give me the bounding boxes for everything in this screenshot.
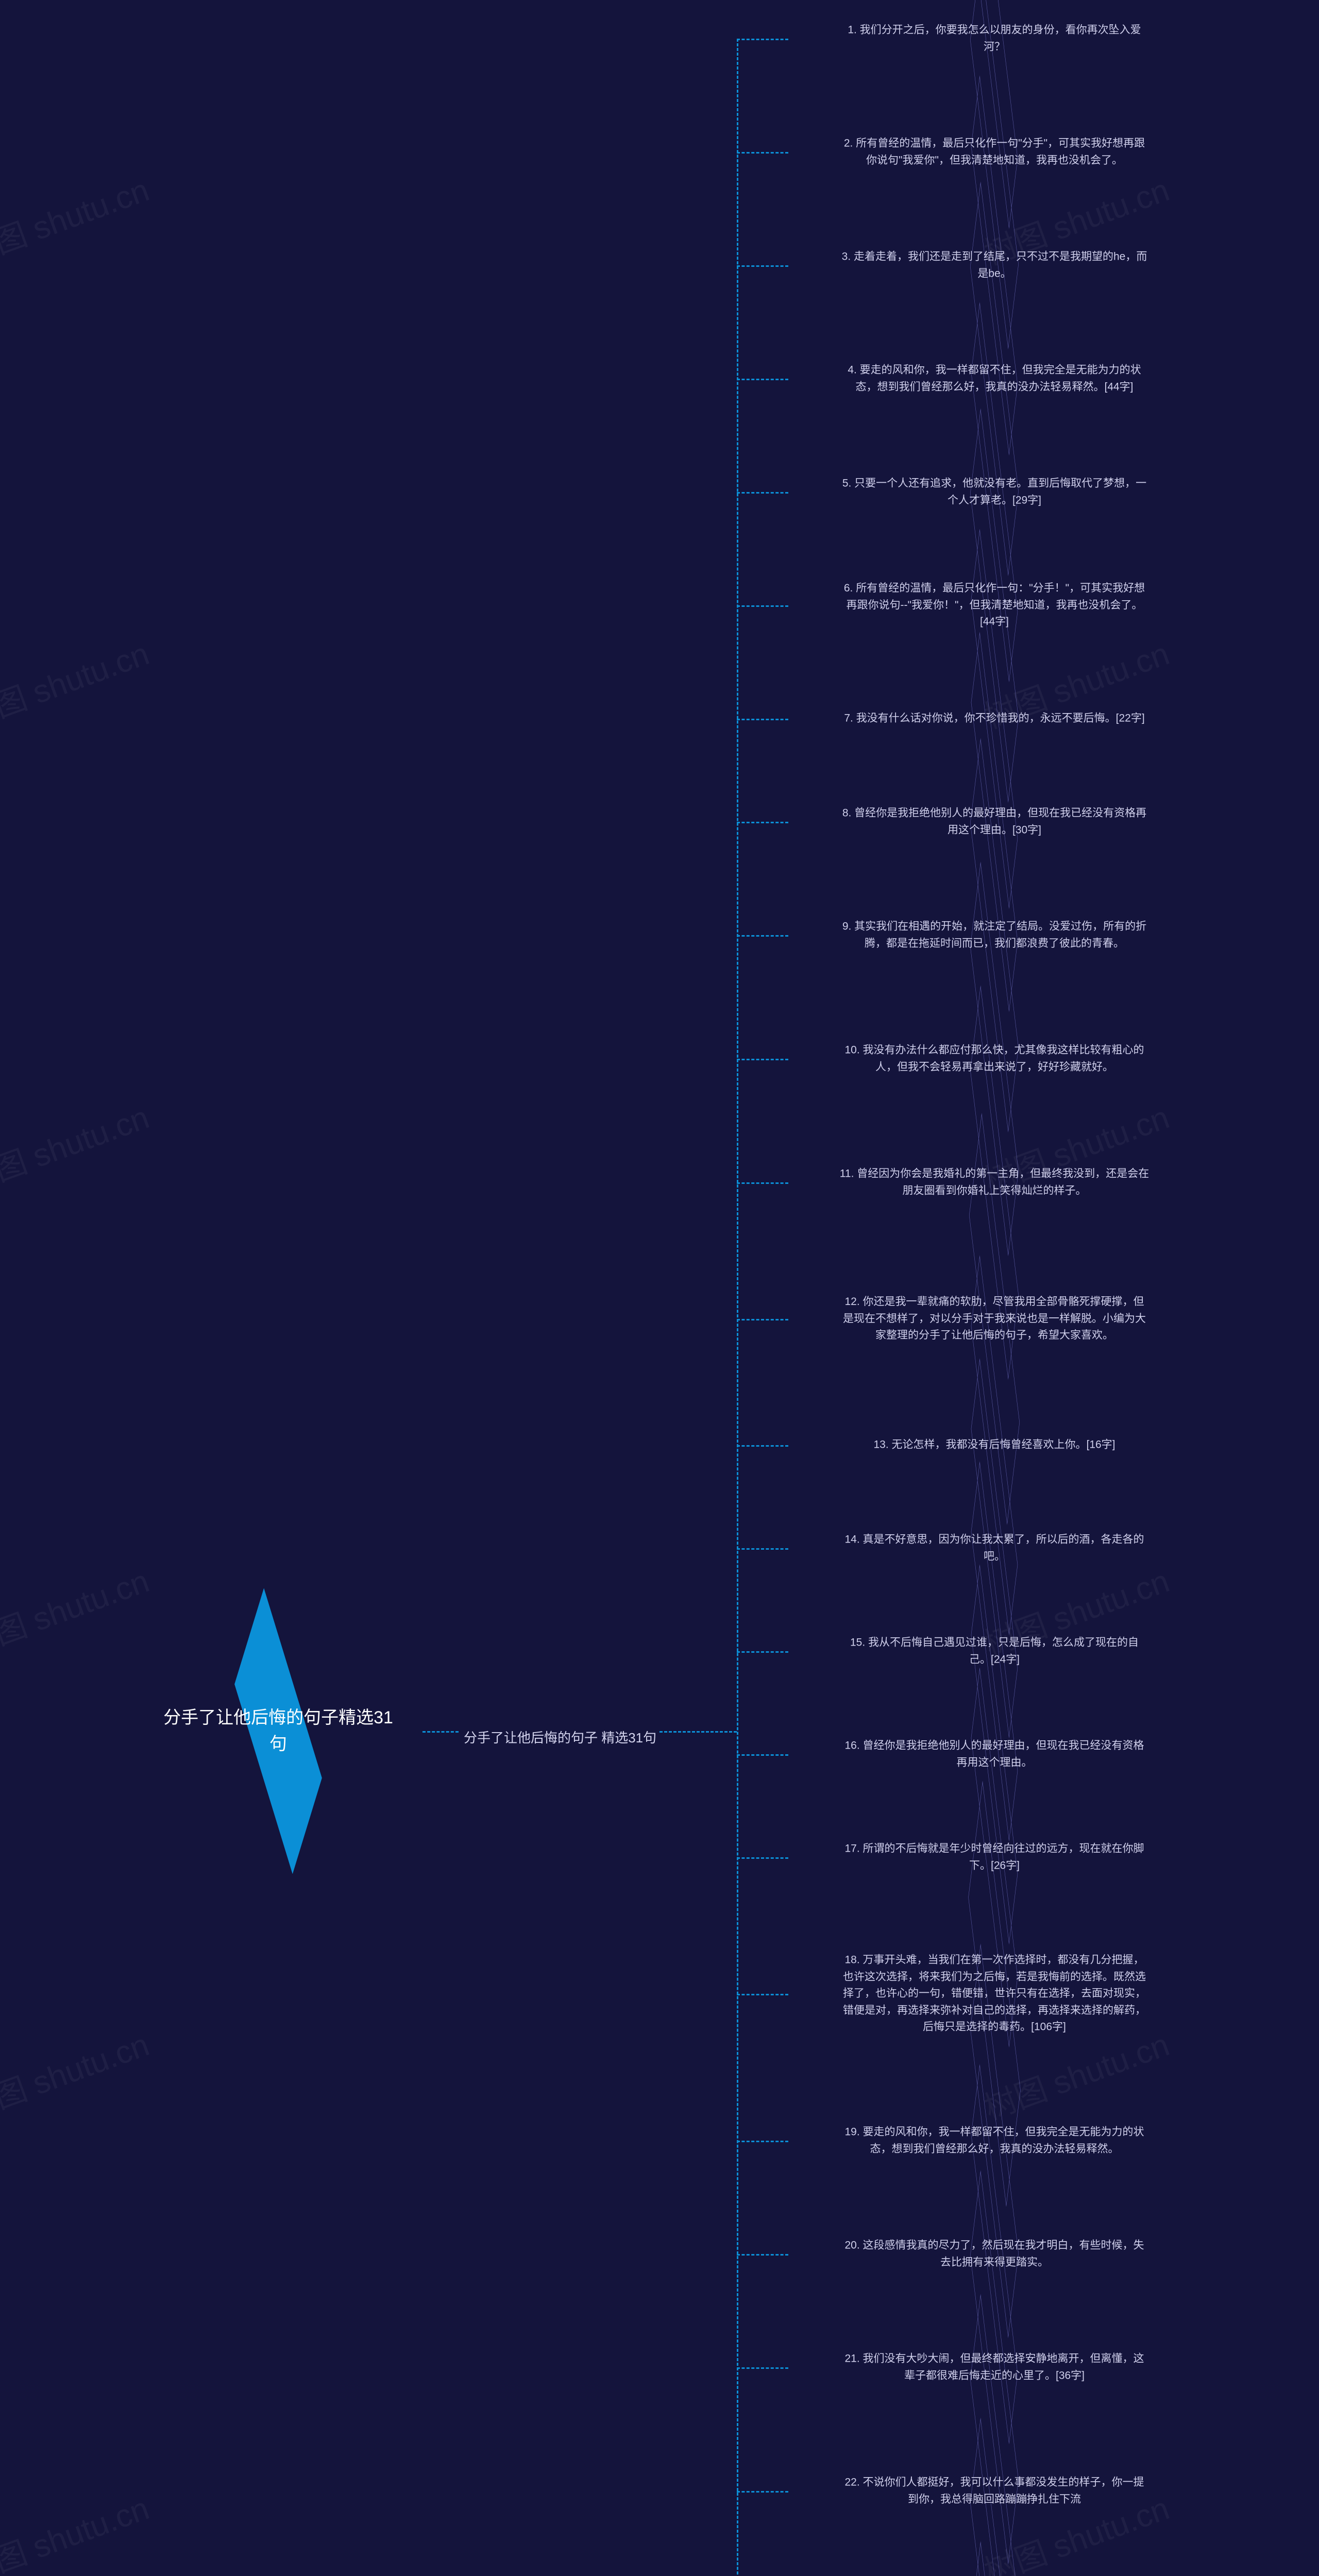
leaf-text-11: 11. 曾经因为你会是我婚礼的第一主角，但最终我没到，还是会在朋友圈看到你婚礼上… bbox=[839, 1165, 1149, 1199]
watermark-text: 树图 shutu.cn bbox=[0, 1091, 155, 1201]
leaf-node-18: 18. 万事开头难，当我们在第一次作选择时，都没有几分把握，也许这次选择，将来我… bbox=[773, 1911, 1216, 2076]
leaf-text-17: 17. 所谓的不后悔就是年少时曾经向往过的远方，现在就在你脚下。[26字] bbox=[839, 1840, 1149, 1874]
leaf-text-16: 16. 曾经你是我拒绝他别人的最好理由，但现在我已经没有资格再用这个理由。 bbox=[839, 1737, 1149, 1771]
leaf-text-2: 2. 所有曾经的温情，最后只化作一句"分手"，可其实我好想再跟你说句"我爱你"，… bbox=[839, 135, 1149, 168]
leaf-text-5: 5. 只要一个人还有追求，他就没有老。直到后悔取代了梦想，一个人才算老。[29字… bbox=[839, 475, 1149, 509]
leaf-text-18: 18. 万事开头难，当我们在第一次作选择时，都没有几分把握，也许这次选择，将来我… bbox=[839, 1952, 1149, 2036]
leaf-text-1: 1. 我们分开之后，你要我怎么以朋友的身份，看你再次坠入爱河？ bbox=[839, 22, 1149, 55]
leaf-node-4: 4. 要走的风和你，我一样都留不住，但我完全是无能为力的状态，想到我们曾经那么好… bbox=[773, 319, 1216, 438]
leaf-text-8: 8. 曾经你是我拒绝他别人的最好理由，但现在我已经没有资格再用这个理由。[30字… bbox=[839, 805, 1149, 838]
leaf-text-19: 19. 要走的风和你，我一样都留不住，但我完全是无能为力的状态，想到我们曾经那么… bbox=[839, 2124, 1149, 2157]
watermark-text: 树图 shutu.cn bbox=[0, 628, 155, 737]
connector-spine bbox=[737, 39, 738, 2576]
leaf-text-22: 22. 不说你们人都挺好，我可以什么事都没发生的样子，你一提到你，我总得脑回路蹦… bbox=[839, 2474, 1149, 2507]
watermark-text: 树图 shutu.cn bbox=[0, 2019, 155, 2128]
leaf-node-12: 12. 你还是我一辈就痛的软肋，尽管我用全部骨骼死撑硬撑，但是现在不想样了，对以… bbox=[773, 1247, 1216, 1391]
leaf-text-6: 6. 所有曾经的温情，最后只化作一句："分手！"，可其实我好想再跟你说句--"我… bbox=[839, 580, 1149, 631]
leaf-text-15: 15. 我从不后悔自己遇见过谁，只是后悔，怎么成了现在的自己。[24字] bbox=[839, 1634, 1149, 1668]
leaf-diamond-shape bbox=[773, 2555, 1216, 2576]
middle-branch-label: 分手了让他后悔的句子 精选31句 bbox=[464, 1727, 656, 1747]
leaf-node-6: 6. 所有曾经的温情，最后只化作一句："分手！"，可其实我好想再跟你说句--"我… bbox=[773, 546, 1216, 665]
leaf-text-12: 12. 你还是我一辈就痛的软肋，尽管我用全部骨骼死撑硬撑，但是现在不想样了，对以… bbox=[839, 1294, 1149, 1344]
watermark-text: 树图 shutu.cn bbox=[0, 164, 155, 274]
watermark-text: 树图 shutu.cn bbox=[0, 1555, 155, 1665]
leaf-text-7: 7. 我没有什么话对你说，你不珍惜我的，永远不要后悔。[22字] bbox=[839, 710, 1149, 727]
leaf-text-9: 9. 其实我们在相遇的开始，就注定了结局。没爱过伤，所有的折腾，都是在拖延时间而… bbox=[839, 918, 1149, 952]
leaf-node-2: 2. 所有曾经的温情，最后只化作一句"分手"，可其实我好想再跟你说句"我爱你"，… bbox=[773, 93, 1216, 211]
leaf-text-21: 21. 我们没有大吵大闹，但最终都选择安静地离开，但离懂，这辈子都很难后悔走近的… bbox=[839, 2350, 1149, 2384]
connector-root-mid bbox=[422, 1731, 459, 1733]
connector-mid-spine bbox=[660, 1731, 737, 1733]
leaf-text-3: 3. 走着走着，我们还是走到了结尾，只不过不是我期望的he，而是be。 bbox=[839, 248, 1149, 282]
leaf-node-19: 19. 要走的风和你，我一样都留不住，但我完全是无能为力的状态，想到我们曾经那么… bbox=[773, 2081, 1216, 2200]
root-node: 分手了让他后悔的句子精选31句 bbox=[134, 1659, 422, 1803]
leaf-text-4: 4. 要走的风和你，我一样都留不住，但我完全是无能为力的状态，想到我们曾经那么好… bbox=[839, 362, 1149, 395]
leaf-text-10: 10. 我没有办法什么都应付那么快，尤其像我这样比较有粗心的人，但我不会轻易再拿… bbox=[839, 1042, 1149, 1075]
leaf-node-23: 23. 这段感情我真的尽力了，然后现在我才明白，有些时候，失去比拥有来得更踏实。… bbox=[773, 2555, 1216, 2576]
leaf-text-20: 20. 这段感情我真的尽力了，然后现在我才明白，有些时候，失去比拥有来得更踏实。 bbox=[839, 2237, 1149, 2270]
watermark-text: 树图 shutu.cn bbox=[0, 2482, 155, 2576]
leaf-text-14: 14. 真是不好意思，因为你让我太累了，所以后的酒，各走各的吧。 bbox=[839, 1531, 1149, 1565]
leaf-text-13: 13. 无论怎样，我都没有后悔曾经喜欢上你。[16字] bbox=[839, 1437, 1149, 1454]
root-title: 分手了让他后悔的句子精选31句 bbox=[163, 1705, 394, 1757]
